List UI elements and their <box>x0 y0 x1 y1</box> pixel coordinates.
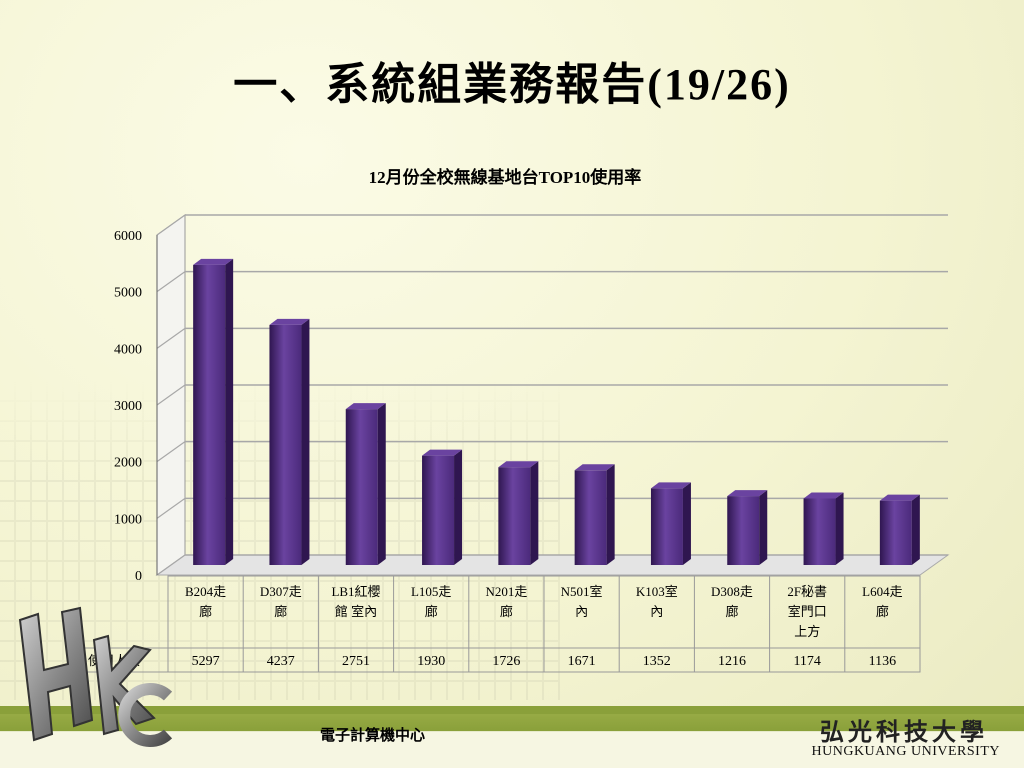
bar <box>727 496 760 565</box>
data-value-label: 1136 <box>869 654 896 669</box>
bar-side <box>759 490 768 565</box>
x-category-label: L105走 <box>411 584 451 599</box>
x-category-label: D308走 <box>711 584 753 599</box>
bar <box>879 500 912 565</box>
bar <box>803 498 836 565</box>
x-category-label: 廊 <box>725 604 738 619</box>
bar-top <box>650 482 691 489</box>
slide-title: 一、系統組業務報告(19/26) <box>233 60 791 109</box>
x-category-label: 內 <box>650 604 663 619</box>
university-name-en: HUNGKUANG UNIVERSITY <box>811 744 1000 759</box>
data-value-label: 1671 <box>568 654 596 669</box>
grid-line-side <box>156 214 186 236</box>
university-name-cn: 弘光科技大學 <box>820 720 988 746</box>
footer-stripe <box>0 706 1024 714</box>
bar-top <box>193 258 234 265</box>
bar <box>422 455 455 565</box>
bar <box>269 324 302 565</box>
y-tick-label: 0 <box>135 569 142 584</box>
bar-top <box>422 449 463 456</box>
bar-side <box>835 492 844 565</box>
x-category-label: 內 <box>575 604 588 619</box>
y-tick-label: 2000 <box>114 456 142 471</box>
y-tick-label: 1000 <box>114 512 142 527</box>
bar-top <box>345 403 386 410</box>
bar-side <box>301 318 310 565</box>
data-value-label: 1352 <box>643 654 671 669</box>
bar-side <box>454 449 463 565</box>
x-category-label: 2F秘書 <box>787 584 827 599</box>
hkc-logo <box>18 606 173 747</box>
grid-line-side <box>156 497 186 519</box>
data-value-label: 5297 <box>192 654 220 669</box>
grid-line-side <box>156 554 186 576</box>
bar <box>345 409 378 565</box>
bar-chart-svg: 12月份全校無線基地台TOP10使用率 0 1000 2000 3000 4000 5000… <box>73 167 950 673</box>
bar-side <box>225 258 234 565</box>
data-value-label: 2751 <box>342 654 370 669</box>
data-value-label: 4237 <box>267 654 295 669</box>
data-value-label: 1216 <box>718 654 746 669</box>
bar-top <box>879 494 920 501</box>
grid-line-side <box>156 384 186 406</box>
x-category-label: 廊 <box>274 604 287 619</box>
x-category-label: N501室 <box>561 584 603 599</box>
chart: 12月份全校無線基地台TOP10使用率 0 1000 2000 3000 4000 5000… <box>0 150 1024 690</box>
bar-side <box>682 482 691 565</box>
x-category-label: 廊 <box>199 604 212 619</box>
center-name: 電子計算機中心 <box>320 728 426 744</box>
x-category-label: 廊 <box>876 604 889 619</box>
x-category-label: LB1紅櫻 <box>331 584 380 599</box>
bar-side <box>606 464 615 565</box>
chart-title: 12月份全校無線基地台TOP10使用率 <box>369 167 642 187</box>
bar-top <box>803 492 844 499</box>
y-tick-label: 3000 <box>114 399 142 414</box>
grid-line-side <box>156 327 186 349</box>
bar <box>498 467 531 565</box>
data-value-label: 1726 <box>492 654 520 669</box>
y-tick-label: 6000 <box>114 229 142 244</box>
bar-side <box>911 494 920 565</box>
data-value-label: 1174 <box>793 654 820 669</box>
data-value-label: 1930 <box>417 654 445 669</box>
x-category-label: 上方 <box>794 624 820 639</box>
x-category-label: N201走 <box>485 584 527 599</box>
x-category-label: B204走 <box>185 584 226 599</box>
x-category-label: 室門口 <box>788 604 827 619</box>
grid-line-side <box>156 441 186 463</box>
bar-top <box>574 464 615 471</box>
bar <box>193 264 226 565</box>
bar-top <box>727 490 768 497</box>
x-category-label: K103室 <box>636 584 678 599</box>
x-category-label: 館 室內 <box>335 604 377 619</box>
bar-side <box>530 461 539 565</box>
y-tick-label: 4000 <box>114 342 142 357</box>
x-category-label: 廊 <box>425 604 438 619</box>
bar-side <box>377 403 386 565</box>
y-tick-label: 5000 <box>114 286 142 301</box>
x-category-label: D307走 <box>260 584 302 599</box>
bar <box>574 470 607 565</box>
grid-line-side <box>156 271 186 293</box>
x-category-label: L604走 <box>862 584 902 599</box>
bar-top <box>269 318 310 325</box>
bar-top <box>498 461 539 468</box>
bar <box>650 488 683 565</box>
x-category-label: 廊 <box>500 604 513 619</box>
